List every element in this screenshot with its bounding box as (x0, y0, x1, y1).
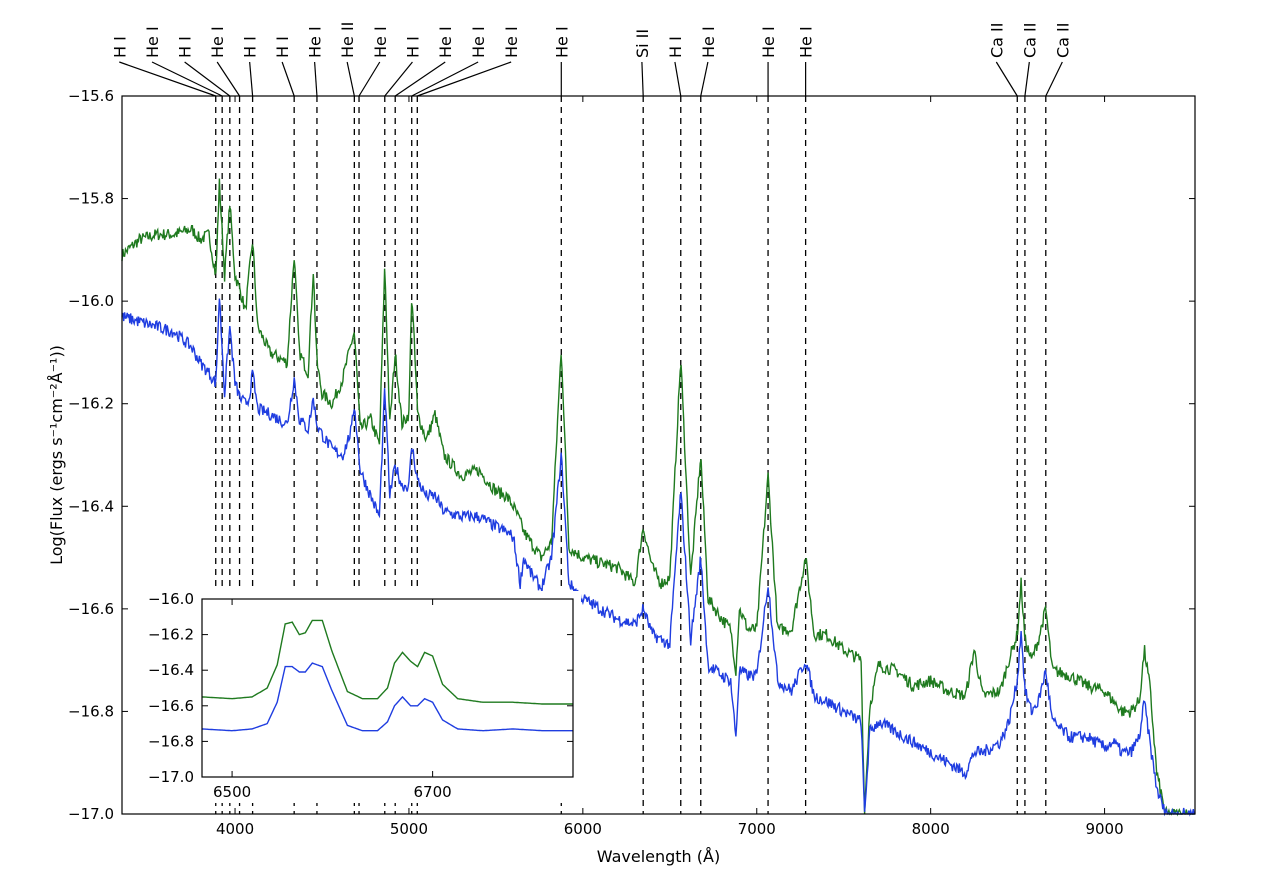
line-id-connector (151, 61, 223, 97)
line-id-connector (281, 61, 295, 97)
line-id-label: He I (143, 26, 162, 58)
line-id-connector (249, 61, 254, 97)
line-id-connector (394, 61, 446, 97)
inset-series-layer (201, 619, 573, 732)
line-id-label: He I (371, 26, 390, 58)
line-id-label: He I (552, 26, 571, 58)
inset-series-1-line (201, 619, 573, 705)
main-y-tick-label: −16.2 (68, 395, 114, 413)
main-x-tick-label: 7000 (738, 820, 776, 838)
line-id-connector (700, 61, 709, 97)
line-id-label: He I (502, 26, 521, 58)
line-id-label: He I (208, 26, 227, 58)
inset-y-tick-label: −16.2 (148, 626, 194, 644)
main-series-layer (121, 178, 1196, 817)
line-id-connector (358, 61, 381, 97)
line-id-connector (119, 61, 216, 97)
line-id-label: H I (273, 36, 292, 58)
inset-y-tick-label: −16.4 (148, 661, 194, 679)
line-id-label: He I (306, 26, 325, 58)
main-series-2-line (121, 298, 1196, 817)
line-id-label: H I (241, 36, 260, 58)
inset-x-tick-label: 6500 (213, 783, 251, 801)
line-id-connector (417, 61, 512, 97)
line-id-connector (411, 61, 479, 97)
main-x-tick-label: 4000 (216, 820, 254, 838)
line-id-connector (995, 61, 1018, 97)
main-y-tick-label: −16.8 (68, 702, 114, 720)
line-id-connector (1045, 61, 1063, 97)
line-id-marker: H I (666, 36, 685, 814)
line-id-marker: Ca II (987, 23, 1018, 814)
main-x-tick-label: 8000 (912, 820, 950, 838)
line-id-label: Ca II (1053, 23, 1072, 59)
inset-axis-ticks: 6500 6700 −17.0 −16.8 −16.6 −16.4 −16.2 −16.0 (148, 590, 573, 801)
main-y-tick-label: −15.8 (68, 190, 114, 208)
line-id-connector (674, 61, 682, 97)
inset-spectrum-chart: 6500 6700 −17.0 −16.8 −16.6 −16.4 −16.2 −16.0 (132, 590, 581, 803)
inset-plot-frame (201, 598, 574, 778)
line-id-marker: Ca II (1020, 23, 1039, 814)
inset-background (132, 591, 581, 803)
line-id-connector (1024, 61, 1030, 97)
main-y-tick-label: −15.6 (68, 87, 114, 105)
line-id-label: He I (469, 26, 488, 58)
line-id-label: Ca II (987, 23, 1006, 59)
main-y-tick-label: −16.4 (68, 497, 114, 515)
main-y-tick-label: −16.0 (68, 292, 114, 310)
line-id-connector (216, 61, 241, 97)
inset-series-2-line (201, 662, 573, 732)
inset-y-tick-label: −16.8 (148, 732, 194, 750)
line-id-label: H I (403, 36, 422, 58)
line-id-label: Ca II (1020, 23, 1039, 59)
x-axis-label: Wavelength (Å) (597, 847, 720, 866)
line-id-connector (314, 61, 318, 97)
line-id-label: Si II (633, 29, 652, 58)
line-id-label: He I (699, 26, 718, 58)
inset-x-tick-label: 6700 (414, 783, 452, 801)
line-id-label: He II (338, 22, 357, 58)
y-axis-label: Log(Flux (ergs s⁻¹cm⁻²Å⁻¹)) (47, 345, 66, 565)
inset-y-tick-label: −17.0 (148, 768, 194, 786)
line-id-label: H I (110, 36, 129, 58)
line-id-label: He I (759, 26, 778, 58)
line-id-label: H I (176, 36, 195, 58)
main-y-tick-label: −17.0 (68, 805, 114, 823)
line-id-marker: He I (699, 26, 718, 814)
line-id-marker: Si II (633, 29, 652, 814)
main-x-tick-label: 6000 (564, 820, 602, 838)
main-x-tick-label: 5000 (390, 820, 428, 838)
line-id-label: He I (436, 26, 455, 58)
line-id-connector (184, 61, 231, 97)
main-series-1-line (121, 178, 1196, 817)
main-x-tick-label: 9000 (1085, 820, 1123, 838)
line-id-marker: Ca II (1045, 23, 1072, 814)
line-id-connector (384, 61, 413, 97)
inset-y-tick-label: −16.0 (148, 590, 194, 608)
line-id-connector (641, 61, 644, 97)
line-id-connector (346, 61, 355, 97)
main-y-tick-label: −16.6 (68, 600, 114, 618)
line-id-marker: He I (759, 26, 778, 814)
line-id-label: H I (666, 36, 685, 58)
line-id-marker: He I (797, 26, 816, 814)
line-id-label: He I (797, 26, 816, 58)
main-plot-frame (121, 95, 1196, 815)
inset-y-tick-label: −16.6 (148, 697, 194, 715)
main-axis-ticks: 4000 5000 6000 7000 8000 9000 −17.0 −16.8 −16.6 −… (68, 87, 1195, 838)
